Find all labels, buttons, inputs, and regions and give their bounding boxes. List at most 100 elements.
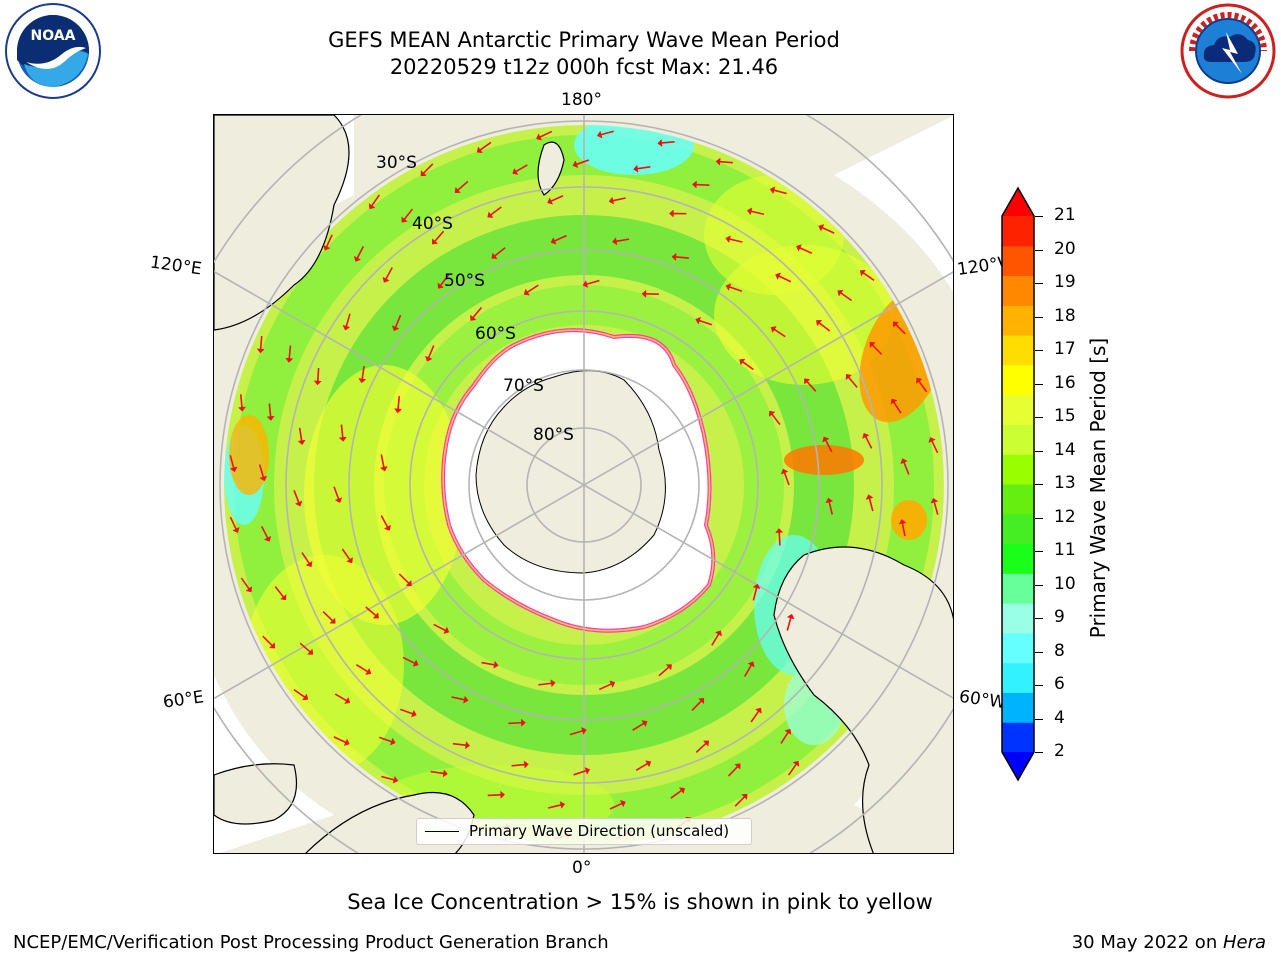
lon-label-left-upper: 120°E (148, 252, 203, 280)
lon-label-top: 180° (561, 90, 602, 110)
wave-arrow-shaft (316, 368, 320, 382)
wave-arrow-head (582, 280, 589, 288)
wave-arrow-head (796, 244, 802, 252)
wave-arrow-head (368, 203, 376, 210)
wave-arrow-shaft (632, 722, 645, 731)
wave-arrow-head (641, 720, 648, 728)
wave-arrow-head (512, 167, 519, 175)
wave-arrow-shaft (293, 490, 300, 503)
wave-arrow-shaft (609, 802, 623, 810)
wave-arrow-head (379, 466, 388, 472)
wave-arrow-head (547, 197, 554, 205)
wave-arrow-head (725, 235, 731, 244)
wave-arrow-shaft (430, 770, 444, 775)
wave-arrow-shaft (744, 664, 752, 677)
wave-arrow-head (775, 528, 784, 533)
colorbar-tick-mark (1035, 685, 1043, 686)
wave-arrow-head (633, 164, 639, 173)
wave-arrow-head (792, 760, 800, 767)
nws-logo-icon (1178, 2, 1278, 104)
australia (214, 115, 350, 331)
wave-arrow-head (307, 648, 314, 655)
wave-arrow-shaft (356, 246, 365, 259)
svg-text:NOAA: NOAA (31, 28, 76, 44)
wave-arrow-shaft (361, 365, 365, 380)
wave-arrow-head (465, 741, 471, 750)
wave-arrow-head (678, 787, 685, 795)
wave-arrow-shaft (301, 552, 310, 564)
wave-arrow-head (463, 695, 469, 704)
wave-arrow-shaft (872, 344, 883, 356)
wave-arrow-head (755, 707, 762, 714)
wave-arrow-shaft (400, 708, 413, 715)
wave-arrow-shaft (818, 322, 831, 332)
wave-arrow-shaft (293, 688, 306, 698)
colorbar-band (1002, 632, 1034, 664)
wave-arrow-shaft (865, 436, 873, 449)
wave-arrow-shaft (325, 234, 333, 248)
wave-arrow-shaft (931, 440, 939, 454)
wave-arrow-head (611, 237, 618, 246)
plot-title: GEFS MEAN Antarctic Primary Wave Mean Pe… (328, 28, 840, 52)
wave-arrow-shaft (345, 313, 351, 327)
colorbar-tick-mark (1035, 551, 1043, 552)
wave-arrow-head (770, 326, 777, 333)
wave-arrow-head (550, 237, 557, 245)
wave-arrow-head (739, 358, 746, 366)
wave-arrow-shaft (239, 394, 243, 408)
wave-arrow-head (425, 355, 433, 362)
wave-arrow-head (865, 494, 874, 500)
colorbar-tick-label: 18 (1054, 305, 1076, 326)
colorbar (1000, 186, 1036, 782)
colorbar-tick-label: 21 (1054, 205, 1076, 225)
wave-arrow-head (641, 289, 647, 298)
footer-date: 30 May 2022 on Hera (1072, 932, 1266, 953)
wave-arrow-head (294, 500, 303, 507)
colorbar-label: Primary Wave Mean Period [s] (1086, 337, 1110, 639)
wave-arrow-shaft (783, 472, 790, 486)
wave-arrow-shaft (828, 501, 834, 515)
wave-arrow-head (358, 378, 367, 384)
polar-map (213, 114, 954, 854)
wave-arrow-shaft (895, 324, 906, 335)
wave-arrow-shaft (848, 376, 858, 388)
wave-arrow-shaft (380, 454, 385, 468)
wave-arrow-head (454, 186, 461, 193)
wave-arrow-head (344, 696, 351, 704)
colorbar-swatches (1001, 186, 1035, 782)
colorbar-tick-label: 9 (1054, 607, 1065, 627)
wave-arrow-shaft (494, 247, 506, 257)
wave-arrow-shaft (381, 775, 395, 781)
wave-arrow-head (928, 437, 936, 444)
colorbar-band (1002, 394, 1034, 425)
wave-arrow-shaft (394, 314, 402, 328)
wave-arrow-shaft (341, 548, 351, 560)
wave-arrow-shaft (527, 284, 539, 293)
colorbar-tick-mark (1035, 752, 1043, 753)
wave-arrow-shaft (821, 226, 835, 234)
south-america (773, 546, 953, 853)
wave-arrow-shaft (670, 789, 682, 799)
footer-credit: NCEP/EMC/Verification Post Processing Pr… (13, 932, 609, 953)
wave-arrow-shaft (637, 166, 651, 170)
colorbar-tick-mark (1035, 651, 1043, 653)
colorbar-tick-mark (1035, 484, 1043, 485)
lat-label-50s: 50°S (444, 271, 485, 291)
madagascar (214, 763, 298, 825)
wave-arrow-shaft (719, 160, 733, 164)
wave-arrow-shaft (333, 736, 347, 744)
wave-direction-arrows (229, 130, 939, 840)
wave-arrow-shaft (433, 623, 446, 632)
wave-arrow-head (536, 133, 543, 141)
wave-arrow-shaft (355, 664, 368, 673)
wave-arrow-shaft (550, 195, 564, 202)
wave-arrow-head (714, 630, 722, 637)
wave-arrow-head (343, 738, 350, 746)
wave-arrow-shaft (576, 159, 590, 166)
wave-arrow-shaft (699, 319, 713, 326)
wave-arrow-head (669, 209, 674, 218)
wave-arrow-head (391, 325, 400, 332)
map-legend: Primary Wave Direction (unscaled) (416, 818, 752, 845)
wave-arrow-shaft (773, 328, 786, 338)
wave-arrow-head (342, 324, 351, 331)
